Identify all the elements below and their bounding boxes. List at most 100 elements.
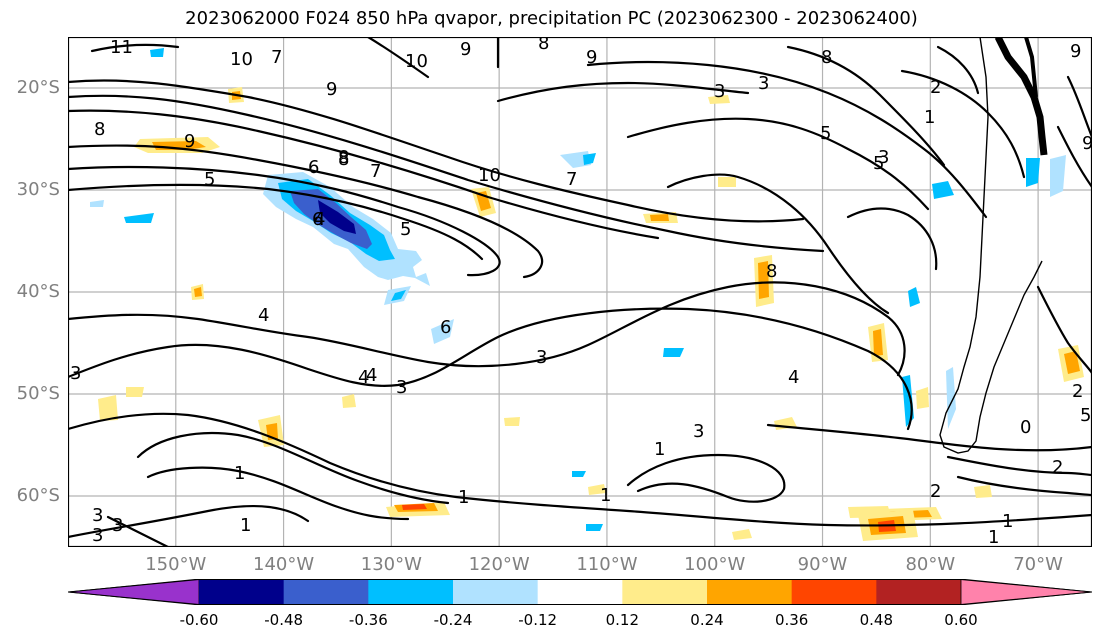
pos-precip-orange-c [650,214,669,221]
latitude-tick-label: 30°S [16,179,60,200]
contour-label: 9 [1070,41,1081,62]
contour-label: 5 [1080,405,1091,426]
contour-label: 1 [234,463,245,484]
contour-label: 0 [1020,417,1031,438]
contour-label: 3 [112,515,123,536]
contour-label: 10 [230,49,253,70]
contour-label: 2 [1052,457,1063,478]
contour-label: 1 [924,107,935,128]
pos-precip-yellow-v [718,177,736,187]
contour-label: 8 [538,37,549,54]
contour-line [68,281,906,377]
colorbar-tick-label: -0.24 [433,611,473,629]
contour-label: 4 [358,367,369,388]
map-plot-svg: 11 10 7 9 10 9 8 9 3 8 8 9 9 8 9 6 8 7 5… [68,37,1092,547]
colorbar-tick-label: -0.48 [264,611,304,629]
colorbar-segment [791,579,877,605]
colorbar-segment [537,579,623,605]
contour-label: 3 [396,377,407,398]
contour-line [68,504,310,539]
pos-precip-yellow-r [916,387,929,409]
contour-line [68,109,660,240]
contour-line [586,60,988,219]
contour-line [68,79,805,223]
colorbar-segment [622,579,708,605]
colorbar-segment [453,579,539,605]
contour-line [1056,125,1092,189]
contour-line [946,455,1092,477]
contour-label: 1 [654,439,665,460]
colorbar-tick-label: 0.24 [690,611,724,629]
contour-label: 8 [94,119,105,140]
neg-precip-patch-f [663,348,684,357]
contour-label: 8 [821,47,832,68]
neg-precip-patch-l [908,287,920,307]
colorbar-extend-high [960,579,1092,605]
contour-line [68,144,544,279]
qvapor-contours [68,37,1092,547]
contour-line [68,165,501,277]
contour-line [146,466,410,521]
contour-label: 11 [110,37,133,58]
contour-line [68,94,825,253]
contour-label: 4 [366,365,377,386]
colorbar-tick-label: -0.60 [179,611,219,629]
contour-label: 2 [930,77,941,98]
contour-label: 2 [930,481,941,502]
colorbar-svg [68,579,1092,605]
contour-label: 7 [271,47,282,68]
contour-label: 4 [314,209,325,230]
neg-precip-patch-n [90,200,104,207]
pos-precip-yellow-w [974,485,992,498]
longitude-tick-label: 70°W [1013,554,1063,575]
contour-labels: 11 10 7 9 10 9 8 9 3 8 8 9 9 8 9 6 8 7 5… [70,37,1092,547]
pos-precip-yellow-p [126,387,144,397]
contour-label: 9 [184,131,195,152]
neg-precip-patch-k [1050,155,1066,197]
longitude-tick-label: 130°W [360,554,422,575]
colorbar-segment [368,579,454,605]
contour-line [1066,75,1092,139]
contour-line [666,173,890,315]
contour-label: 1 [240,515,251,536]
pos-precip-red-d [402,504,427,510]
longitude-tick-label: 80°W [905,554,956,575]
contour-label: 7 [370,161,381,182]
latitude-tick-label: 40°S [16,281,60,302]
pos-precip-orange-i [873,329,883,356]
longitude-tick-label: 120°W [468,554,530,575]
neg-precip-patch-m [124,213,154,223]
contour-label: 6 [308,157,319,178]
pos-precip-yellow-t [504,417,520,426]
contour-line [90,43,180,53]
neg-precip-patch-i [932,181,954,199]
contour-label: 4 [258,305,269,326]
contour-line [936,45,980,95]
contour-line [366,37,430,79]
contour-label: 3 [714,81,725,102]
contour-label: 9 [1082,133,1092,154]
contour-label: 3 [92,525,103,546]
map-panel: 11 10 7 9 10 9 8 9 3 8 8 9 9 8 9 6 8 7 5… [17,37,1092,547]
pos-precip-yellow-l [98,395,118,421]
colorbar-extend-low [68,579,200,605]
pos-precip-orange-j [758,261,769,299]
contour-label: 6 [440,317,451,338]
neg-precip-patch-b [391,290,406,301]
chart-title: 2023062000 F024 850 hPa qvapor, precipit… [185,8,918,29]
pos-precip-orange-n [194,287,202,297]
contour-line [956,475,1092,497]
contour-label: 9 [326,79,337,100]
coastline-south-america [939,37,1043,454]
colorbar-outline [68,579,1092,605]
contour-label: 3 [693,421,704,442]
contour-label: 6 [312,209,323,230]
neg-precip-navy [318,200,356,234]
neg-precip-patch-q [586,524,603,531]
contour-line [846,207,938,271]
longitude-tick-label: 150°W [145,554,207,575]
longitude-tick-label: 90°W [797,554,848,575]
contour-label: 7 [566,169,577,190]
contour-line [766,423,1092,452]
andes-ridge-2 [1024,37,1038,98]
